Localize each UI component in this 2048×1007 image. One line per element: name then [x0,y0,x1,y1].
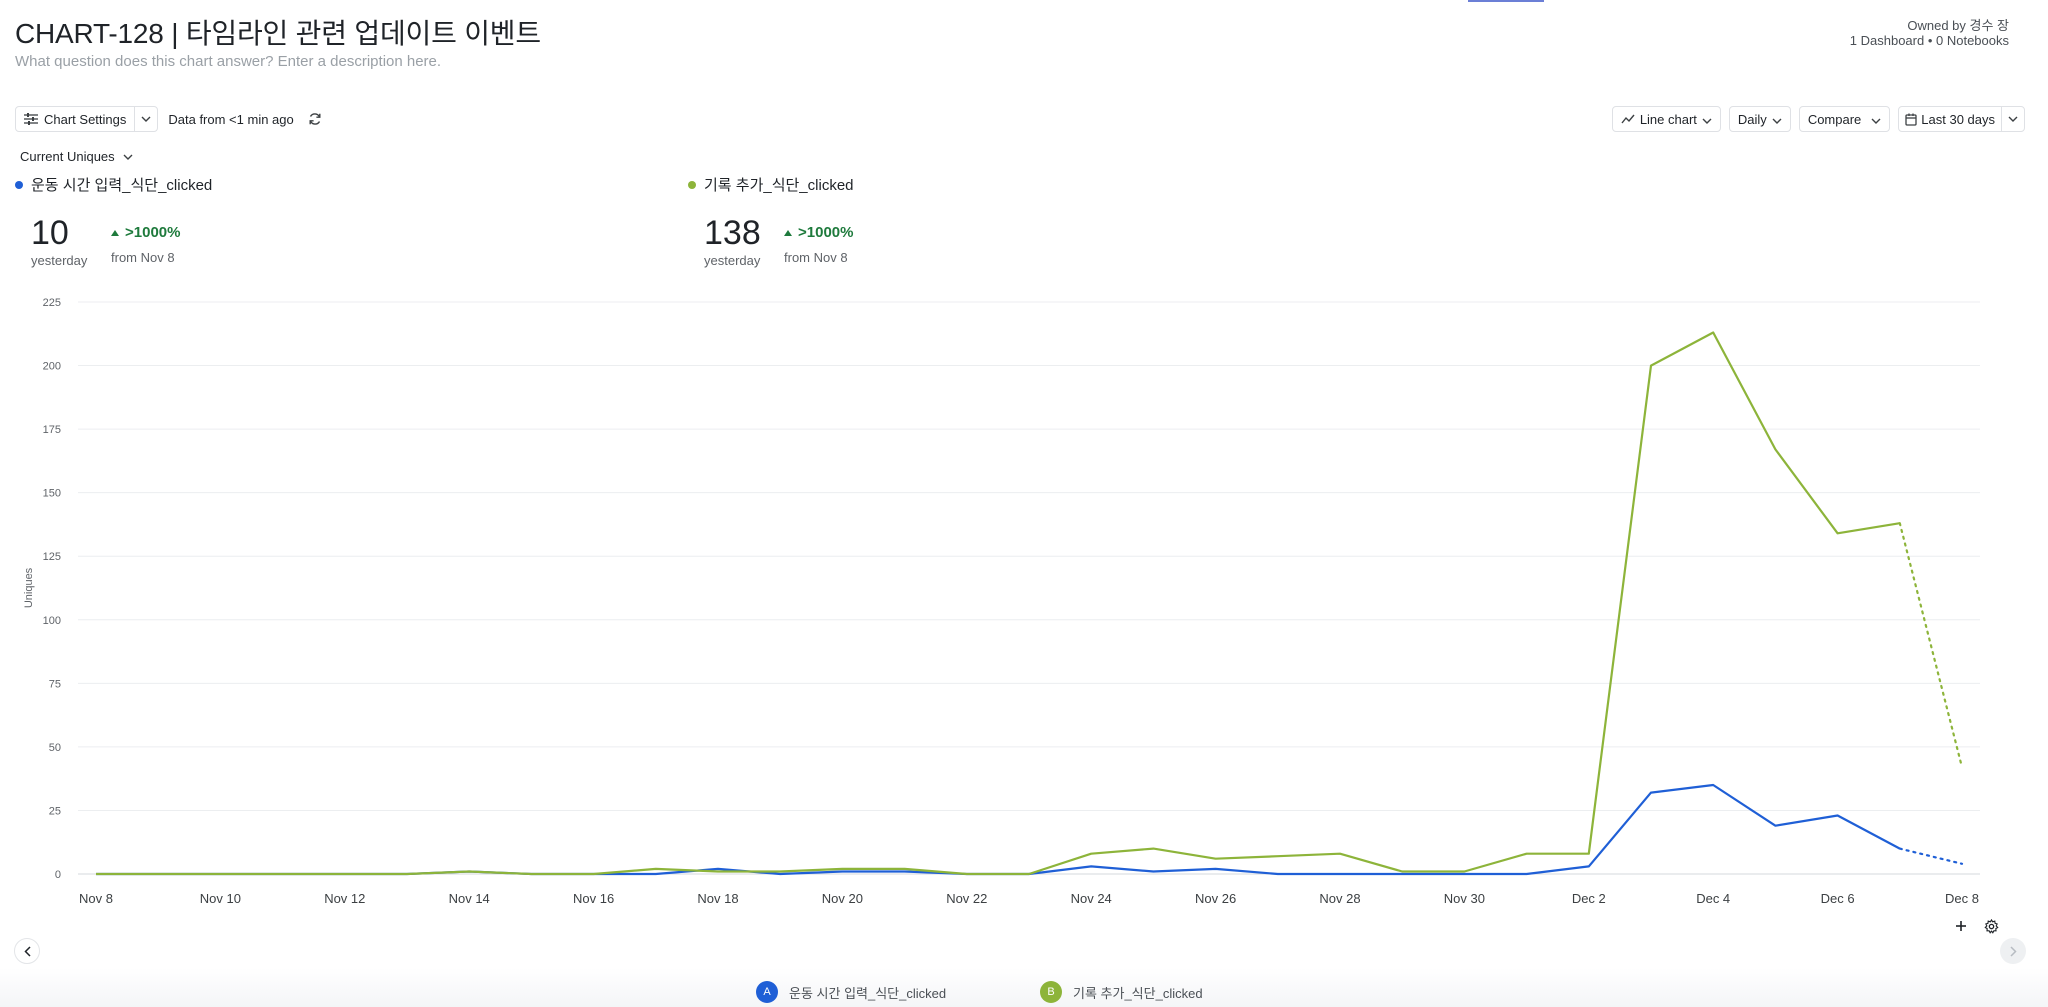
y-tick-label: 175 [43,424,61,436]
chevron-down-icon [141,116,151,122]
dashboards-notebooks-count[interactable]: 1 Dashboard • 0 Notebooks [1849,33,2009,48]
page-title[interactable]: CHART-128 | 타임라인 관련 업데이트 이벤트 [15,18,541,49]
kpi-change-series-b: >1000% from Nov 8 [784,224,853,265]
toolbar-right: Line chart Daily Compare Last 30 days [1611,106,2025,132]
legend-series-a[interactable]: 운동 시간 입력_식단_clicked [15,174,212,195]
x-tick-label: Nov 12 [324,891,365,906]
chart-type-select[interactable]: Line chart [1611,106,1721,132]
interval-label: Daily [1737,111,1767,127]
y-tick-label: 25 [49,805,61,817]
chevron-right-icon[interactable] [2000,938,2026,964]
legend-series-b[interactable]: 기록 추가_식단_clicked [688,174,854,195]
chevron-down-icon [1772,112,1782,127]
chevron-down-icon [2008,116,2018,122]
kpi-series-b: 138 yesterday [704,214,761,268]
gear-icon[interactable] [1978,913,2004,939]
kpi-value: 138 [704,214,761,252]
bottom-legend-label: 운동 시간 입력_식단_clicked [789,985,947,1001]
date-range-button[interactable]: Last 30 days [1899,107,2001,131]
y-tick-label: 50 [49,742,61,754]
kpi-change: >1000% [111,224,180,241]
x-tick-label: Nov 30 [1444,891,1485,906]
x-tick-label: Nov 16 [573,891,614,906]
series-line-incomplete-b [1898,522,1964,769]
kpi-from-label: from Nov 8 [784,250,848,265]
kpi-change-value: >1000% [798,224,854,241]
triangle-up-icon [111,229,119,236]
compare-label: Compare [1807,111,1862,127]
chevron-down-icon [1871,112,1881,127]
y-tick-label: 125 [43,551,61,563]
series-line-b [96,331,1900,876]
chart-type-label: Line chart [1639,111,1697,127]
compare-select[interactable]: Compare [1798,106,1891,132]
date-range-dropdown[interactable] [2001,107,2024,131]
chart-description-field[interactable]: What question does this chart answer? En… [15,53,442,70]
kpi-change: >1000% [784,224,853,241]
x-tick-label: Dec 4 [1696,891,1730,906]
chevron-down-icon [123,154,133,160]
x-tick-label: Nov 22 [946,891,987,906]
data-freshness-label: Data from <1 min ago [168,111,294,127]
chart-settings-button[interactable]: Chart Settings [16,107,134,131]
triangle-up-icon [784,229,792,236]
bottom-legend-bar [0,968,2048,1007]
x-tick-label: Dec 6 [1821,891,1855,906]
series-b-badge: B [1040,981,1062,1003]
sliders-icon [24,113,38,125]
line-chart-icon [1621,114,1635,124]
y-tick-label: 150 [43,488,61,500]
x-tick-label: Nov 8 [79,891,113,906]
refresh-icon[interactable] [308,112,322,126]
y-tick-label: 200 [43,361,61,373]
kpi-change-series-a: >1000% from Nov 8 [111,224,180,265]
x-tick-label: Nov 14 [449,891,490,906]
bottom-legend-label: 기록 추가_식단_clicked [1073,985,1203,1001]
y-tick-label: 225 [43,297,61,309]
chevron-down-icon [1702,112,1712,127]
x-tick-label: Nov 24 [1071,891,1112,906]
toolbar-left: Chart Settings Data from <1 min ago [15,106,322,132]
chart-settings-label: Chart Settings [44,111,127,127]
x-tick-label: Nov 20 [822,891,863,906]
legend-series-a-label: 운동 시간 입력_식단_clicked [31,177,213,194]
plus-icon[interactable] [1948,913,1974,939]
series-a-dot [15,180,23,189]
y-axis-label: Uniques [23,567,35,608]
kpi-period: yesterday [31,253,88,268]
x-tick-label: Dec 2 [1572,891,1606,906]
y-tick-label: 0 [55,869,61,881]
series-a-badge: A [756,981,778,1003]
legend-series-b-label: 기록 추가_식단_clicked [704,177,854,194]
bottom-legend-series-b[interactable]: B 기록 추가_식단_clicked [1040,981,1203,1003]
series-line-incomplete-a [1898,847,1964,865]
bottom-legend-series-a[interactable]: A 운동 시간 입력_식단_clicked [756,981,946,1003]
kpi-from-label: from Nov 8 [111,250,175,265]
x-tick-label: Nov 28 [1319,891,1360,906]
series-line-a [96,783,1901,876]
kpi-period: yesterday [704,253,761,268]
date-range-label: Last 30 days [1921,111,1995,127]
chart-settings-dropdown[interactable] [134,107,157,131]
kpi-change-value: >1000% [125,224,181,241]
line-chart[interactable]: 0 25 50 75 100 125 150 175 200 225 Uniques Nov 8 Nov… [0,290,2048,910]
metric-select-label: Current Uniques [20,149,115,164]
chart-settings-control: Chart Settings [15,106,159,132]
date-range-control: Last 30 days [1898,106,2025,132]
x-tick-label: Nov 18 [697,891,738,906]
metric-select[interactable]: Current Uniques [20,149,133,164]
kpi-value: 10 [31,214,69,252]
x-tick-label: Nov 10 [200,891,241,906]
y-tick-label: 75 [49,678,61,690]
interval-select[interactable]: Daily [1728,106,1791,132]
y-tick-label: 100 [43,615,61,627]
x-tick-label: Nov 26 [1195,891,1236,906]
calendar-icon [1905,113,1917,126]
top-accent-bar [1468,0,1544,2]
chevron-left-icon[interactable] [14,938,40,964]
kpi-series-a: 10 yesterday [31,214,87,268]
owner-label[interactable]: Owned by 경수 장 [1907,18,2009,33]
series-b-dot [688,180,696,189]
x-tick-label: Dec 8 [1945,891,1979,906]
